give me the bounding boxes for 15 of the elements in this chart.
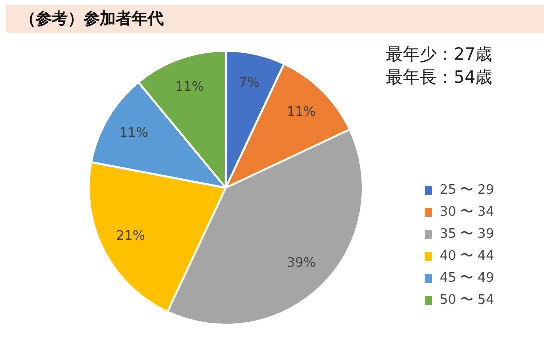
data-label: 11% — [175, 80, 204, 95]
text: 最年少：27歳 — [386, 44, 493, 67]
data-label: 21% — [116, 228, 146, 244]
data-label: 11% — [120, 126, 148, 141]
legend-label: 40 〜 44 — [440, 249, 494, 264]
legend-label: 45 〜 49 — [440, 271, 494, 286]
data-label: 7% — [239, 76, 260, 92]
legend-label: 25 〜 29 — [440, 183, 494, 198]
legend-label: 35 〜 39 — [440, 227, 494, 242]
chart-title: （参考）参加者年代 — [6, 5, 544, 33]
data-label: 39% — [287, 256, 316, 271]
text: 最年長：54歳 — [386, 67, 493, 90]
legend-label: 50 〜 54 — [440, 293, 494, 308]
data-label: 11% — [287, 104, 316, 120]
legend-label: 30 〜 34 — [440, 205, 494, 220]
